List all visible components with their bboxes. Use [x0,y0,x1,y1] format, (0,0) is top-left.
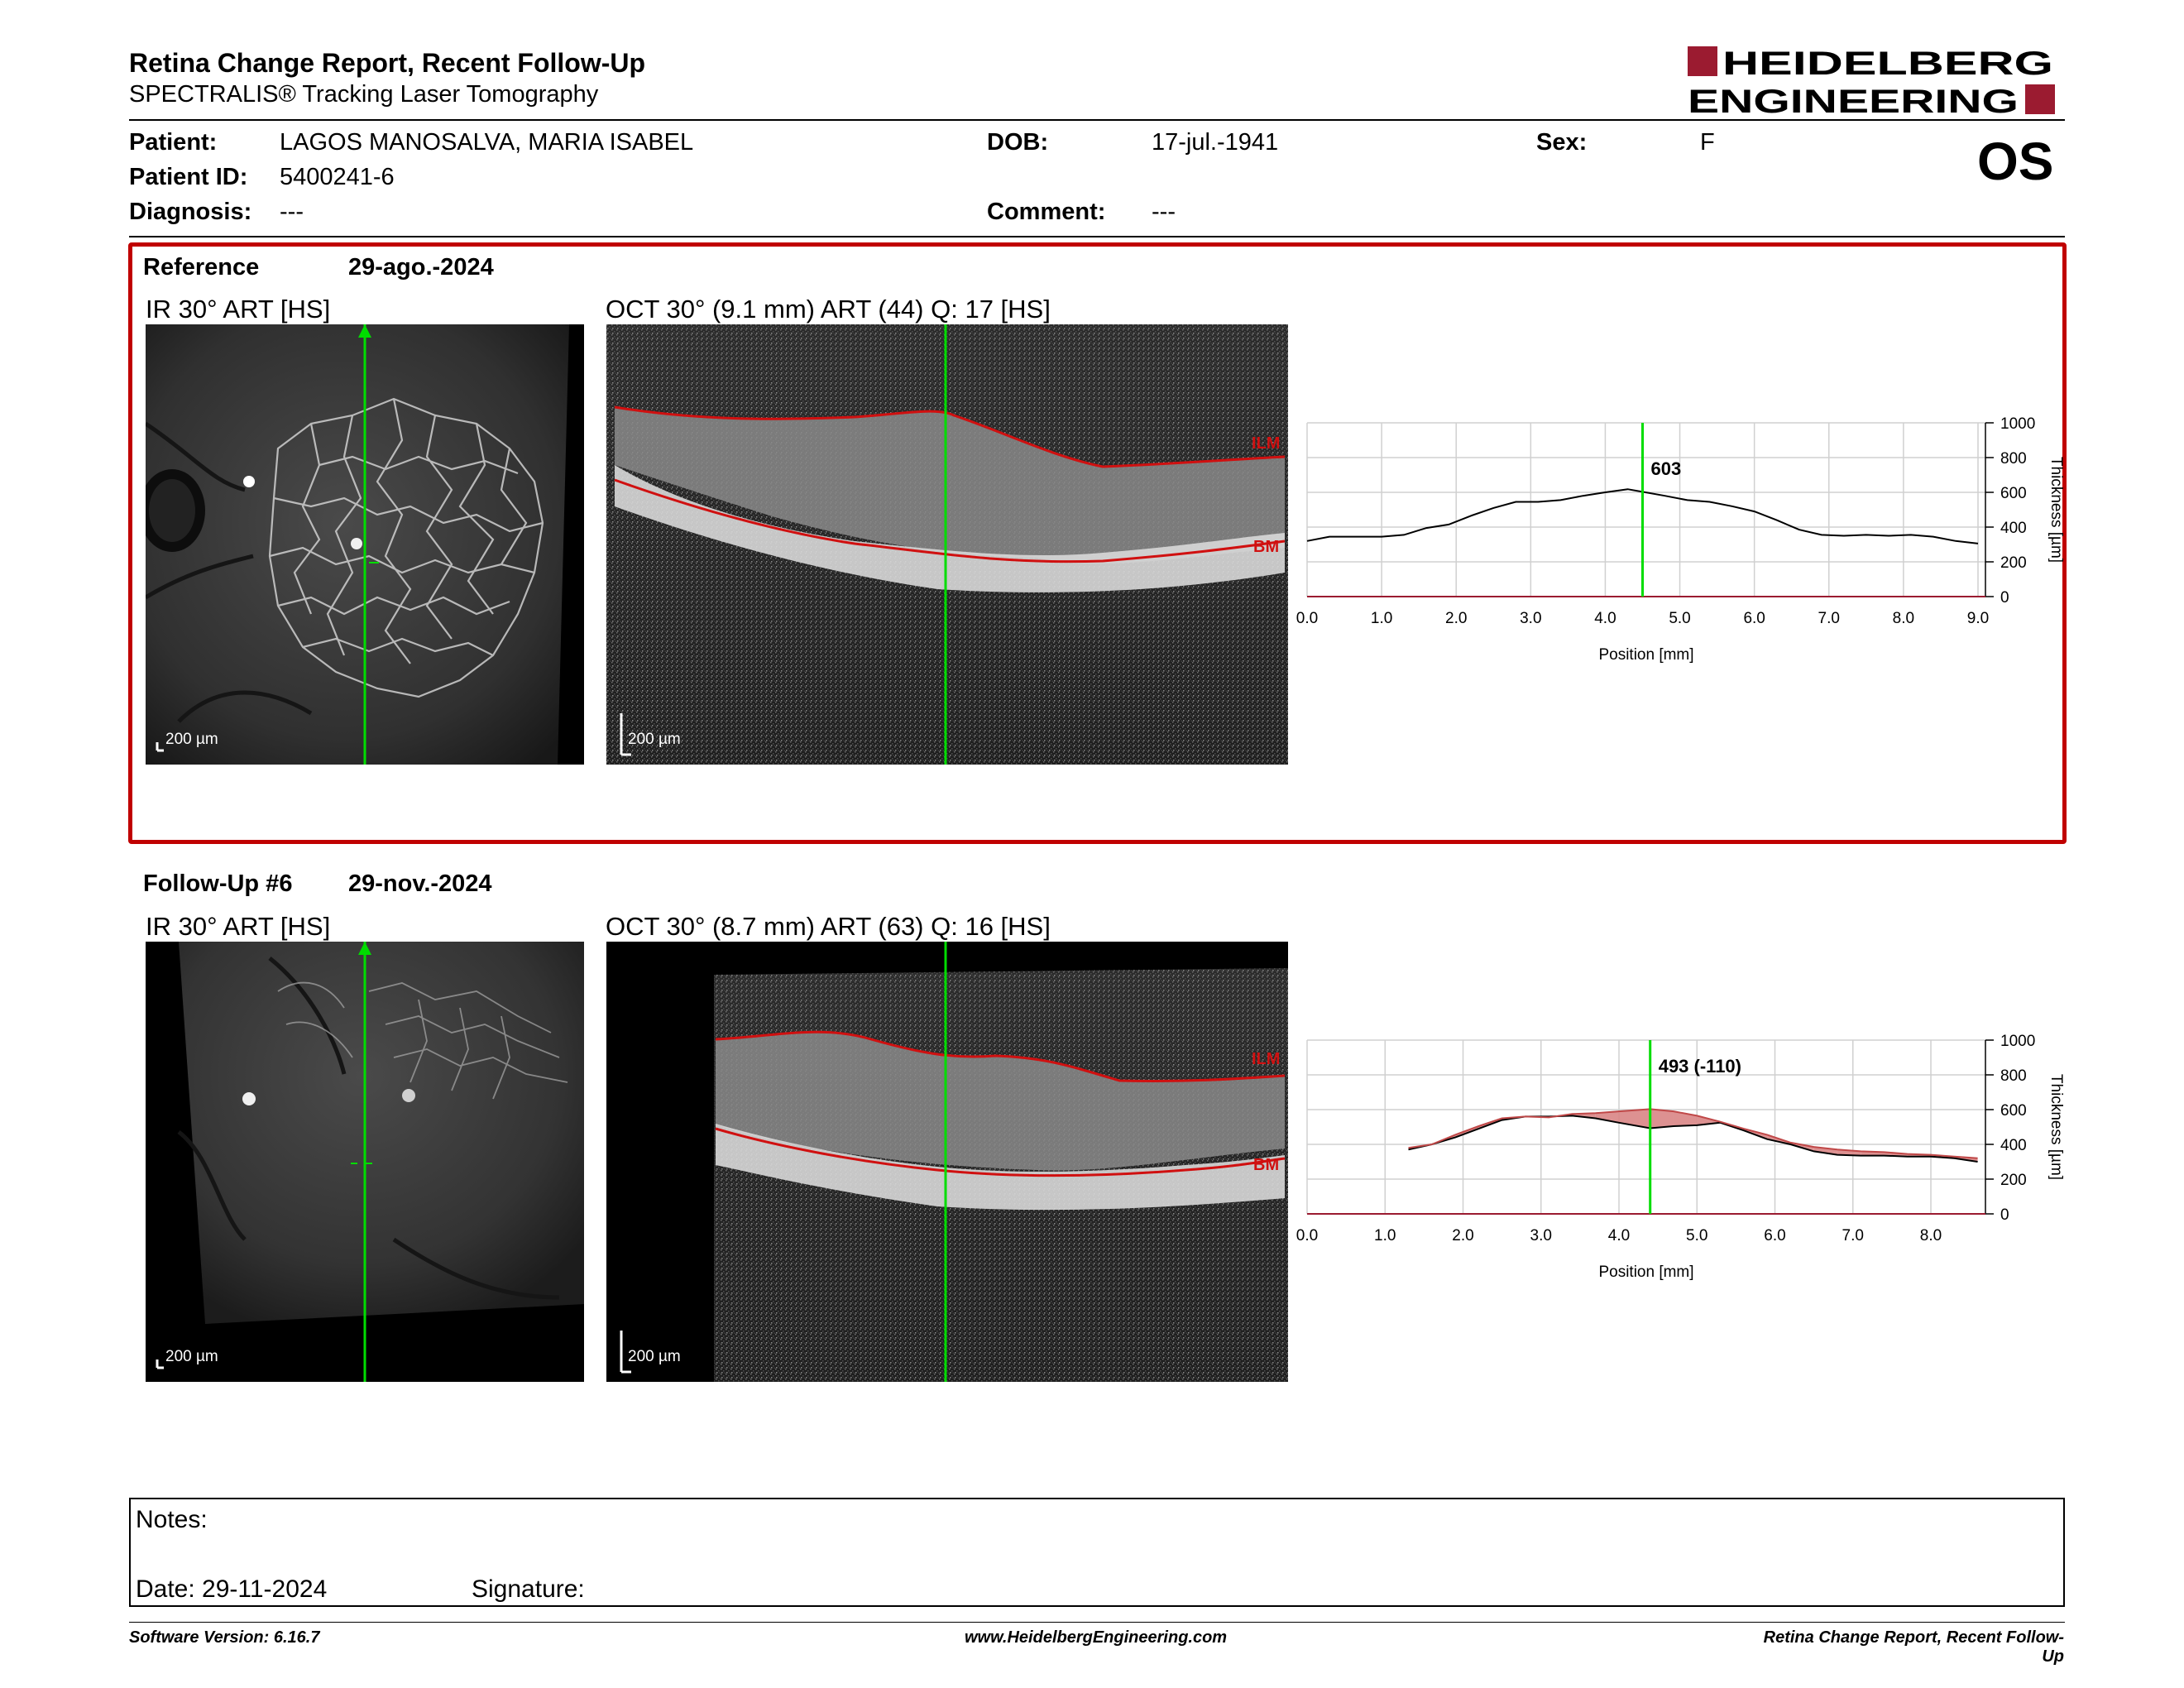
footer-software-version: Software Version: 6.16.7 [129,1628,320,1647]
difference-area [1595,1111,1620,1123]
reference-frame [128,242,2067,844]
report-title: Retina Change Report, Recent Follow-Up [129,48,646,78]
followup-ir-image[interactable]: 200 µm [146,942,584,1382]
cursor-value-label: 493 (-110) [1659,1056,1741,1077]
difference-area [1650,1109,1674,1129]
notes-label: Notes: [136,1506,208,1533]
y-tick-label: 200 [2000,554,2027,572]
heidelberg-logo: HEIDELBERG ENGINEERING [1688,45,2060,120]
x-tick-label: 0.0 [1296,610,1318,627]
x-tick-label: 8.0 [1920,1227,1942,1244]
y-tick-label: 400 [2000,1137,2027,1154]
x-tick-label: 2.0 [1445,610,1467,627]
y-tick-label: 400 [2000,520,2027,537]
y-tick-label: 800 [2000,450,2027,468]
y-tick-label: 0 [2000,1206,2009,1224]
x-tick-label: 0.0 [1296,1227,1318,1244]
reference-ilm-label: ILM [1252,434,1280,453]
y-axis-label: Thickness [µm] [2048,457,2065,563]
y-tick-label: 0 [2000,589,2009,607]
x-axis-label: Position [mm] [1598,646,1693,664]
eye-indicator: OS [1977,132,2054,191]
x-tick-label: 9.0 [1967,610,1989,627]
y-tick-label: 600 [2000,1102,2027,1120]
followup-bm-label: BM [1253,1156,1279,1174]
reference-date: 29-ago.-2024 [348,254,494,281]
x-tick-label: 4.0 [1608,1227,1630,1244]
patient-divider [129,236,2065,237]
x-tick-label: 6.0 [1743,610,1765,627]
x-tick-label: 5.0 [1669,610,1690,627]
footer-website: www.HeidelbergEngineering.com [965,1628,1228,1647]
reference-label: Reference [143,254,260,281]
comment-value: --- [1152,199,1176,225]
followup-ir-label: IR 30° ART [HS] [146,912,331,941]
followup-label: Follow-Up #6 [143,870,293,897]
patient-id: 5400241-6 [280,164,395,190]
notes-date: Date: 29-11-2024 [136,1575,328,1603]
reference-thickness-line [1408,1108,1978,1159]
followup-ir-scale: 200 µm [165,1348,218,1365]
y-axis-label: Thickness [µm] [2048,1074,2065,1180]
footer-divider [129,1622,2065,1623]
y-tick-label: 200 [2000,1172,2027,1189]
header-divider [129,119,2065,121]
followup-oct-label: OCT 30° (8.7 mm) ART (63) Q: 16 [HS] [606,912,1051,941]
followup-oct-image[interactable]: ILM BM 200 µm [606,942,1288,1382]
x-tick-label: 8.0 [1893,610,1914,627]
reference-thickness-chart: 0.0 1.0 2.0 3.0 4.0 5.0 6.0 7.0 8.0 9.0 0 200 400 600… [1295,410,2072,675]
dob-value: 17-jul.-1941 [1152,129,1279,156]
patient-name-label: Patient: [129,129,218,156]
x-axis-label: Position [mm] [1598,1264,1693,1281]
x-tick-label: 3.0 [1520,610,1541,627]
thickness-line [1408,1115,1978,1163]
patient-name: LAGOS MANOSALVA, MARIA ISABEL [280,129,694,156]
followup-oct-scale: 200 µm [628,1348,681,1365]
x-tick-label: 3.0 [1530,1227,1552,1244]
reference-ir-scale: 200 µm [165,731,218,748]
x-tick-label: 4.0 [1594,610,1616,627]
followup-ilm-label: ILM [1252,1050,1280,1068]
report-subtitle: SPECTRALIS® Tracking Laser Tomography [129,81,599,108]
followup-date: 29-nov.-2024 [348,870,492,897]
reference-bm-label: BM [1253,538,1279,556]
patient-id-label: Patient ID: [129,164,248,190]
y-tick-label: 600 [2000,485,2027,502]
reference-ir-image[interactable]: 200 µm [146,324,584,765]
x-tick-label: 1.0 [1374,1227,1396,1244]
dob-label: DOB: [987,129,1049,156]
reference-oct-scale: 200 µm [628,731,681,748]
followup-thickness-chart: 0.0 1.0 2.0 3.0 4.0 5.0 6.0 7.0 8.0 0 200 400 600 800… [1295,1028,2072,1292]
cursor-value-label: 603 [1650,458,1681,479]
diagnosis-label: Diagnosis: [129,199,252,225]
logo-line1: HEIDELBERG [1722,46,2053,82]
y-tick-label: 1000 [2000,415,2035,433]
x-tick-label: 2.0 [1452,1227,1473,1244]
x-tick-label: 6.0 [1764,1227,1785,1244]
reference-oct-label: OCT 30° (9.1 mm) ART (44) Q: 17 [HS] [606,295,1051,324]
sex-value: F [1700,129,1715,156]
x-tick-label: 5.0 [1686,1227,1707,1244]
comment-label: Comment: [987,199,1106,225]
y-tick-label: 800 [2000,1067,2027,1085]
diagnosis-value: --- [280,199,304,225]
notes-box [129,1498,2065,1607]
footer-report-name: Retina Change Report, Recent Follow-Up [1763,1628,2064,1666]
signature-label: Signature: [472,1575,585,1603]
x-tick-label: 7.0 [1818,610,1840,627]
x-tick-label: 1.0 [1371,610,1392,627]
reference-ir-label: IR 30° ART [HS] [146,295,331,324]
x-tick-label: 7.0 [1842,1227,1864,1244]
logo-line2: ENGINEERING [1688,84,2019,116]
reference-oct-image[interactable]: ILM BM 200 µm [606,324,1288,765]
y-tick-label: 1000 [2000,1033,2035,1050]
sex-label: Sex: [1536,129,1588,156]
